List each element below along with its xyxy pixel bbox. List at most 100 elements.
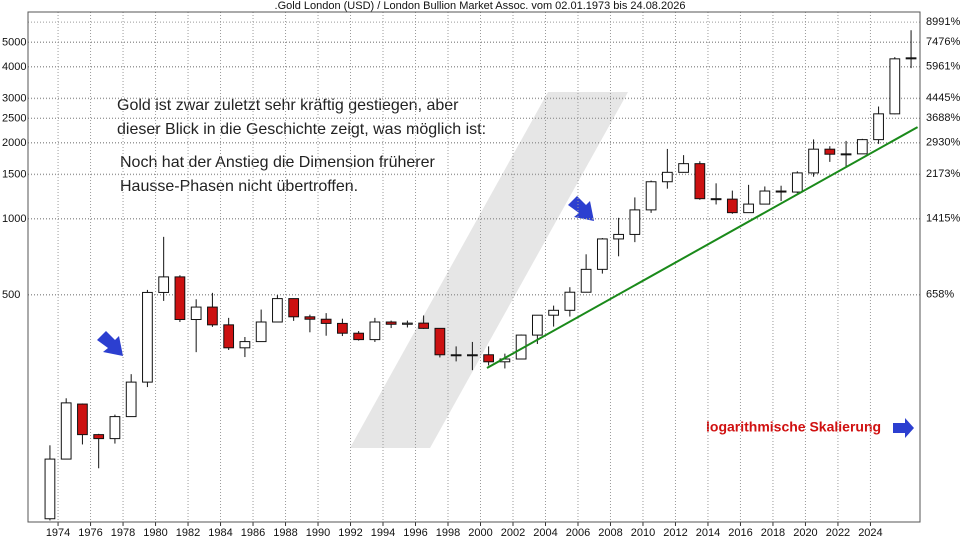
- x-tick-label: 1988: [273, 527, 297, 539]
- x-tick-label: 2000: [468, 527, 492, 539]
- annotation: dieser Blick in die Geschichte zeigt, wa…: [117, 121, 486, 138]
- arrow: [97, 331, 123, 356]
- x-tick-label: 1994: [371, 527, 395, 539]
- candle-body: [353, 332, 365, 341]
- candle-body: [564, 291, 576, 311]
- x-tick-label: 2018: [761, 527, 785, 539]
- candle-body: [337, 322, 348, 334]
- x-tick-label: 1974: [46, 527, 70, 539]
- candle-body: [743, 203, 754, 214]
- y-tick-label: 1500: [2, 168, 26, 180]
- x-tick-label: 2010: [631, 527, 655, 539]
- candle-body: [775, 190, 787, 193]
- x-tick-label: 2020: [793, 527, 817, 539]
- candle-body: [142, 291, 153, 383]
- candle-body: [873, 113, 884, 141]
- y2-tick-label: 8991%: [926, 16, 960, 28]
- candle-body: [190, 306, 202, 321]
- candle-body: [467, 354, 478, 357]
- candle-body: [158, 276, 170, 293]
- y2-tick-label: 2173%: [926, 168, 960, 180]
- candle-body: [93, 434, 105, 440]
- candle-body: [889, 58, 901, 115]
- x-tick-label: 1998: [436, 527, 460, 539]
- candle-body: [791, 172, 803, 193]
- x-tick-label: 1978: [111, 527, 135, 539]
- x-tick-label: 2006: [566, 527, 590, 539]
- candle-body: [207, 306, 218, 326]
- candle-body: [580, 268, 592, 293]
- x-tick-label: 2024: [858, 527, 882, 539]
- x-tick-label: 1980: [143, 527, 167, 539]
- x-tick-label: 2004: [533, 527, 557, 539]
- x-tick-label: 1976: [78, 527, 102, 539]
- y2-tick-label: 658%: [926, 288, 954, 300]
- y-tick-label: 2000: [2, 137, 26, 149]
- candle-body: [60, 402, 72, 460]
- candle-body: [694, 163, 706, 200]
- y2-tick-label: 1415%: [926, 212, 960, 224]
- candle-body: [629, 209, 641, 235]
- x-tick-label: 1996: [403, 527, 427, 539]
- y2-tick-label: 5961%: [926, 60, 960, 72]
- candle-body: [288, 298, 300, 318]
- candle-body: [223, 324, 235, 349]
- candle-body: [808, 148, 819, 174]
- x-tick-label: 1984: [208, 527, 232, 539]
- candle-body: [483, 354, 494, 363]
- candle-body: [759, 190, 771, 205]
- trend-line: [486, 126, 919, 369]
- x-tick-label: 1986: [241, 527, 265, 539]
- candle-body: [174, 276, 186, 321]
- chart-title: .Gold London (USD) / London Bullion Mark…: [275, 0, 686, 12]
- arrow: [568, 196, 594, 221]
- candle-body: [548, 309, 559, 316]
- candle-body: [856, 139, 868, 155]
- candle-body: [531, 314, 543, 336]
- y2-tick-label: 3688%: [926, 112, 960, 124]
- candle-body: [44, 458, 56, 520]
- x-tick-label: 2012: [663, 527, 687, 539]
- candle-body: [678, 163, 689, 173]
- x-tick-label: 2002: [501, 527, 525, 539]
- x-tick-label: 2008: [598, 527, 622, 539]
- y2-tick-label: 2930%: [926, 136, 960, 148]
- candle-body: [418, 322, 430, 329]
- candle-body: [726, 198, 738, 214]
- candle-body: [304, 316, 316, 320]
- y-tick-label: 500: [2, 289, 20, 301]
- watermark: [350, 92, 628, 448]
- candle-body: [840, 153, 852, 156]
- candle-body: [77, 403, 88, 436]
- candle-body: [710, 198, 722, 201]
- candle-body: [434, 327, 446, 356]
- annotation: Gold ist zwar zuletzt sehr kräftig gesti…: [117, 97, 459, 114]
- y-tick-label: 2500: [2, 112, 26, 124]
- plot-frame: [27, 11, 921, 523]
- y2-tick-label: 7476%: [926, 36, 960, 48]
- candle-body: [613, 233, 624, 240]
- candle-body: [272, 298, 283, 323]
- x-tick-label: 2016: [728, 527, 752, 539]
- candle-body: [824, 148, 836, 155]
- candle-body: [255, 321, 267, 343]
- candle-body: [109, 416, 121, 440]
- x-tick-label: 2014: [696, 527, 720, 539]
- candle-body: [320, 318, 332, 324]
- arrow: [893, 418, 914, 438]
- annotation: Hausse-Phasen nicht übertroffen.: [120, 178, 358, 195]
- candle-body: [661, 171, 673, 183]
- x-tick-label: 1982: [176, 527, 200, 539]
- candle-body: [645, 181, 657, 211]
- candle-body: [402, 322, 413, 325]
- candle-body: [125, 381, 137, 418]
- candle-body: [596, 238, 608, 270]
- candle-body: [239, 341, 251, 349]
- y2-tick-label: 4445%: [926, 92, 960, 104]
- scale-note: logarithmische Skalierung: [706, 419, 881, 435]
- x-tick-label: 2022: [826, 527, 850, 539]
- y-tick-label: 3000: [2, 92, 26, 104]
- candle-body: [385, 321, 397, 325]
- y-tick-label: 5000: [2, 36, 26, 48]
